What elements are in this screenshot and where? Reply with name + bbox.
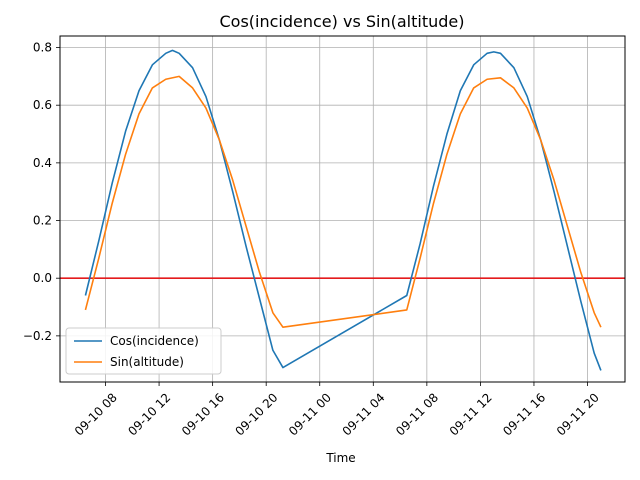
x-tick-label: 09-11 04 xyxy=(340,390,388,438)
x-tick-label: 09-11 12 xyxy=(447,390,495,438)
y-tick-label: 0.8 xyxy=(33,41,52,55)
x-axis-label: Time xyxy=(325,451,355,465)
series-layer xyxy=(84,49,602,371)
y-tick-label: 0.4 xyxy=(33,156,52,170)
x-tick-label: 09-10 16 xyxy=(179,390,227,438)
x-tick-label: 09-10 08 xyxy=(72,390,120,438)
x-tick-label: 09-11 20 xyxy=(554,390,602,438)
legend-label: Sin(altitude) xyxy=(110,355,184,369)
y-axis: −0.2 0.0 0.2 0.4 0.6 0.8 xyxy=(23,41,60,343)
x-tick-label: 09-11 08 xyxy=(393,390,441,438)
x-tick-label: 09-10 20 xyxy=(232,390,280,438)
x-tick-label: 09-10 12 xyxy=(125,390,173,438)
legend-box xyxy=(65,327,222,375)
series-line-1 xyxy=(84,49,602,371)
x-tick-label: 09-11 00 xyxy=(286,390,334,438)
chart-title: Cos(incidence) vs Sin(altitude) xyxy=(220,12,465,31)
y-tick-label: 0.2 xyxy=(33,214,52,228)
plot-frame xyxy=(59,35,626,383)
y-tick-label: −0.2 xyxy=(23,329,52,343)
x-tick-label: 09-11 16 xyxy=(500,390,548,438)
x-axis: 09-10 08 09-10 12 09-10 16 09-10 20 09-11 00… xyxy=(72,382,602,438)
legend-label: Cos(incidence) xyxy=(110,334,199,348)
series-line-2 xyxy=(84,75,602,329)
y-tick-label: 0.6 xyxy=(33,98,52,112)
y-tick-label: 0.0 xyxy=(33,271,52,285)
legend: Cos(incidence) Sin(altitude) xyxy=(65,327,222,375)
